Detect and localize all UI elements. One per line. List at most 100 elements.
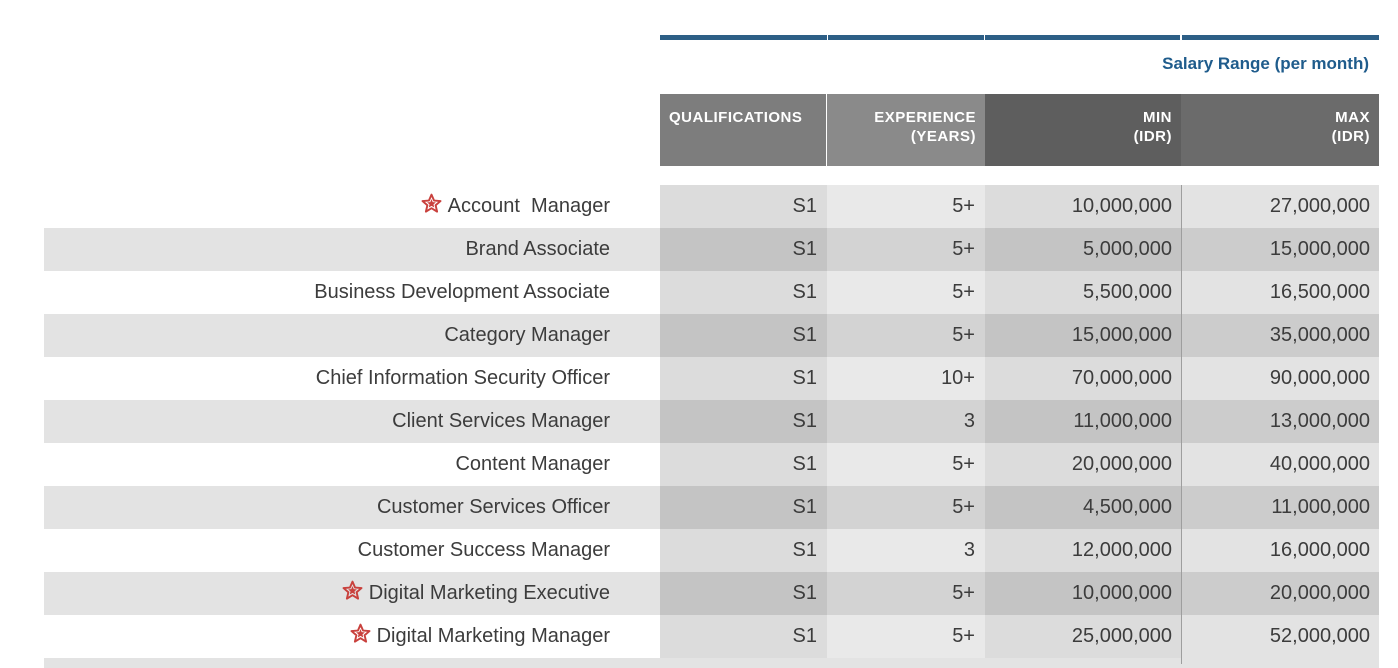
qualifications-header-label: QUALIFICATIONS — [669, 109, 803, 126]
experience-header-line1: EXPERIENCE — [874, 109, 976, 126]
table-row: Account Manager S1 5+ 10,000,000 27,000,000 — [0, 185, 1398, 228]
row-cell-tint — [660, 400, 827, 443]
job-title-cell: Category Manager — [44, 314, 610, 357]
experience-cell: 5+ — [952, 324, 975, 346]
qualification-cell: S1 — [792, 410, 817, 432]
job-title-cell: Customer Success Manager — [44, 529, 610, 572]
row-cell-tint — [827, 572, 985, 615]
job-title-text: Account Manager — [447, 195, 610, 217]
max-salary-cell: 15,000,000 — [1269, 238, 1370, 260]
table-row: Content Manager S1 5+ 20,000,000 40,000,000 — [0, 443, 1398, 486]
row-cell-tint — [827, 486, 985, 529]
row-stripe — [44, 658, 1379, 668]
row-cell-tint — [1181, 572, 1379, 615]
table-row: Category Manager S1 5+ 15,000,000 35,000,000 — [0, 314, 1398, 357]
row-cell-tint — [1181, 400, 1379, 443]
star-icon — [342, 580, 363, 600]
max-salary-cell: 27,000,000 — [1269, 195, 1370, 217]
qualification-cell: S1 — [792, 238, 817, 260]
experience-cell: 5+ — [952, 625, 975, 647]
job-title-cell: Account Manager — [44, 185, 610, 228]
max-salary-cell: 40,000,000 — [1269, 453, 1370, 475]
header-accent-bar — [828, 35, 984, 40]
table-row: Brand Associate S1 5+ 5,000,000 15,000,000 — [0, 228, 1398, 271]
qualification-cell: S1 — [792, 453, 817, 475]
table-row: Chief Information Security Officer S1 10+ 7… — [0, 357, 1398, 400]
qualification-cell: S1 — [792, 582, 817, 604]
job-title-text: Brand Associate — [465, 238, 610, 260]
qualification-cell: S1 — [792, 281, 817, 303]
job-title-cell: Chief Information Security Officer — [44, 357, 610, 400]
row-cell-tint — [827, 400, 985, 443]
experience-header-line2: (YEARS) — [910, 128, 976, 145]
row-cell-tint — [985, 400, 1181, 443]
min-header-line2: (IDR) — [1133, 128, 1172, 145]
min-salary-cell: 20,000,000 — [1071, 453, 1172, 475]
job-title-text: Customer Success Manager — [357, 539, 610, 561]
table-row: Client Services Manager S1 3 11,000,000 13,0… — [0, 400, 1398, 443]
job-title-text: Digital Marketing Manager — [376, 625, 610, 647]
table-row: Digital Marketing Executive S1 5+ 10,000,00… — [0, 572, 1398, 615]
qualification-cell: S1 — [792, 324, 817, 346]
max-salary-cell: 16,500,000 — [1269, 281, 1370, 303]
row-cell-tint — [985, 572, 1181, 615]
job-title-cell: Digital Marketing Executive — [44, 572, 610, 615]
row-cell-tint — [1181, 228, 1379, 271]
header-accent-bar — [660, 35, 827, 40]
min-salary-cell: 25,000,000 — [1071, 625, 1172, 647]
min-salary-cell: 15,000,000 — [1071, 324, 1172, 346]
experience-cell: 5+ — [952, 238, 975, 260]
max-header-line2: (IDR) — [1331, 128, 1370, 145]
job-title-text: Chief Information Security Officer — [315, 367, 610, 389]
job-title-text: Digital Marketing Executive — [368, 582, 610, 604]
min-salary-cell: 4,500,000 — [1083, 496, 1172, 518]
experience-cell: 5+ — [952, 582, 975, 604]
experience-cell: 10+ — [941, 367, 975, 389]
row-cell-tint — [1181, 314, 1379, 357]
experience-header: EXPERIENCE (YEARS) — [827, 94, 985, 166]
column-divider — [1181, 185, 1182, 664]
experience-cell: 5+ — [952, 195, 975, 217]
row-cell-tint — [660, 314, 827, 357]
star-icon — [350, 623, 371, 643]
job-title-cell: Content Manager — [44, 443, 610, 486]
experience-cell: 5+ — [952, 496, 975, 518]
max-header: MAX (IDR) — [1181, 94, 1379, 166]
max-salary-cell: 13,000,000 — [1269, 410, 1370, 432]
experience-cell: 3 — [963, 410, 975, 432]
min-salary-cell: 12,000,000 — [1071, 539, 1172, 561]
header-accent-bar — [1182, 35, 1379, 40]
max-salary-cell: 16,000,000 — [1269, 539, 1370, 561]
row-cell-tint — [660, 486, 827, 529]
experience-cell: 3 — [963, 539, 975, 561]
min-salary-cell: 11,000,000 — [1073, 410, 1172, 432]
max-salary-cell: 52,000,000 — [1269, 625, 1370, 647]
job-title-text: Business Development Associate — [314, 281, 610, 303]
table-row: Customer Success Manager S1 3 12,000,000 16,… — [0, 529, 1398, 572]
qualification-cell: S1 — [792, 195, 817, 217]
table-row: Customer Services Officer S1 5+ 4,500,000 11… — [0, 486, 1398, 529]
min-header-line1: MIN — [1143, 109, 1172, 126]
job-title-cell: Client Services Manager — [44, 400, 610, 443]
salary-range-title: Salary Range (per month) — [1162, 54, 1369, 73]
row-cell-tint — [660, 228, 827, 271]
max-salary-cell: 35,000,000 — [1269, 324, 1370, 346]
row-cell-tint — [985, 486, 1181, 529]
row-cell-tint — [660, 572, 827, 615]
row-cell-tint — [827, 314, 985, 357]
max-salary-cell: 90,000,000 — [1269, 367, 1370, 389]
job-title-text: Content Manager — [455, 453, 610, 475]
max-header-line1: MAX — [1335, 109, 1370, 126]
qualification-cell: S1 — [792, 625, 817, 647]
row-cell-tint — [827, 228, 985, 271]
qualifications-header: QUALIFICATIONS — [660, 94, 826, 166]
star-icon — [421, 193, 442, 213]
min-header: MIN (IDR) — [985, 94, 1181, 166]
experience-cell: 5+ — [952, 453, 975, 475]
row-cell-tint — [985, 228, 1181, 271]
experience-cell: 5+ — [952, 281, 975, 303]
header-accent-bar — [985, 35, 1180, 40]
min-salary-cell: 70,000,000 — [1071, 367, 1172, 389]
qualification-cell: S1 — [792, 539, 817, 561]
job-title-text: Customer Services Officer — [376, 496, 610, 518]
